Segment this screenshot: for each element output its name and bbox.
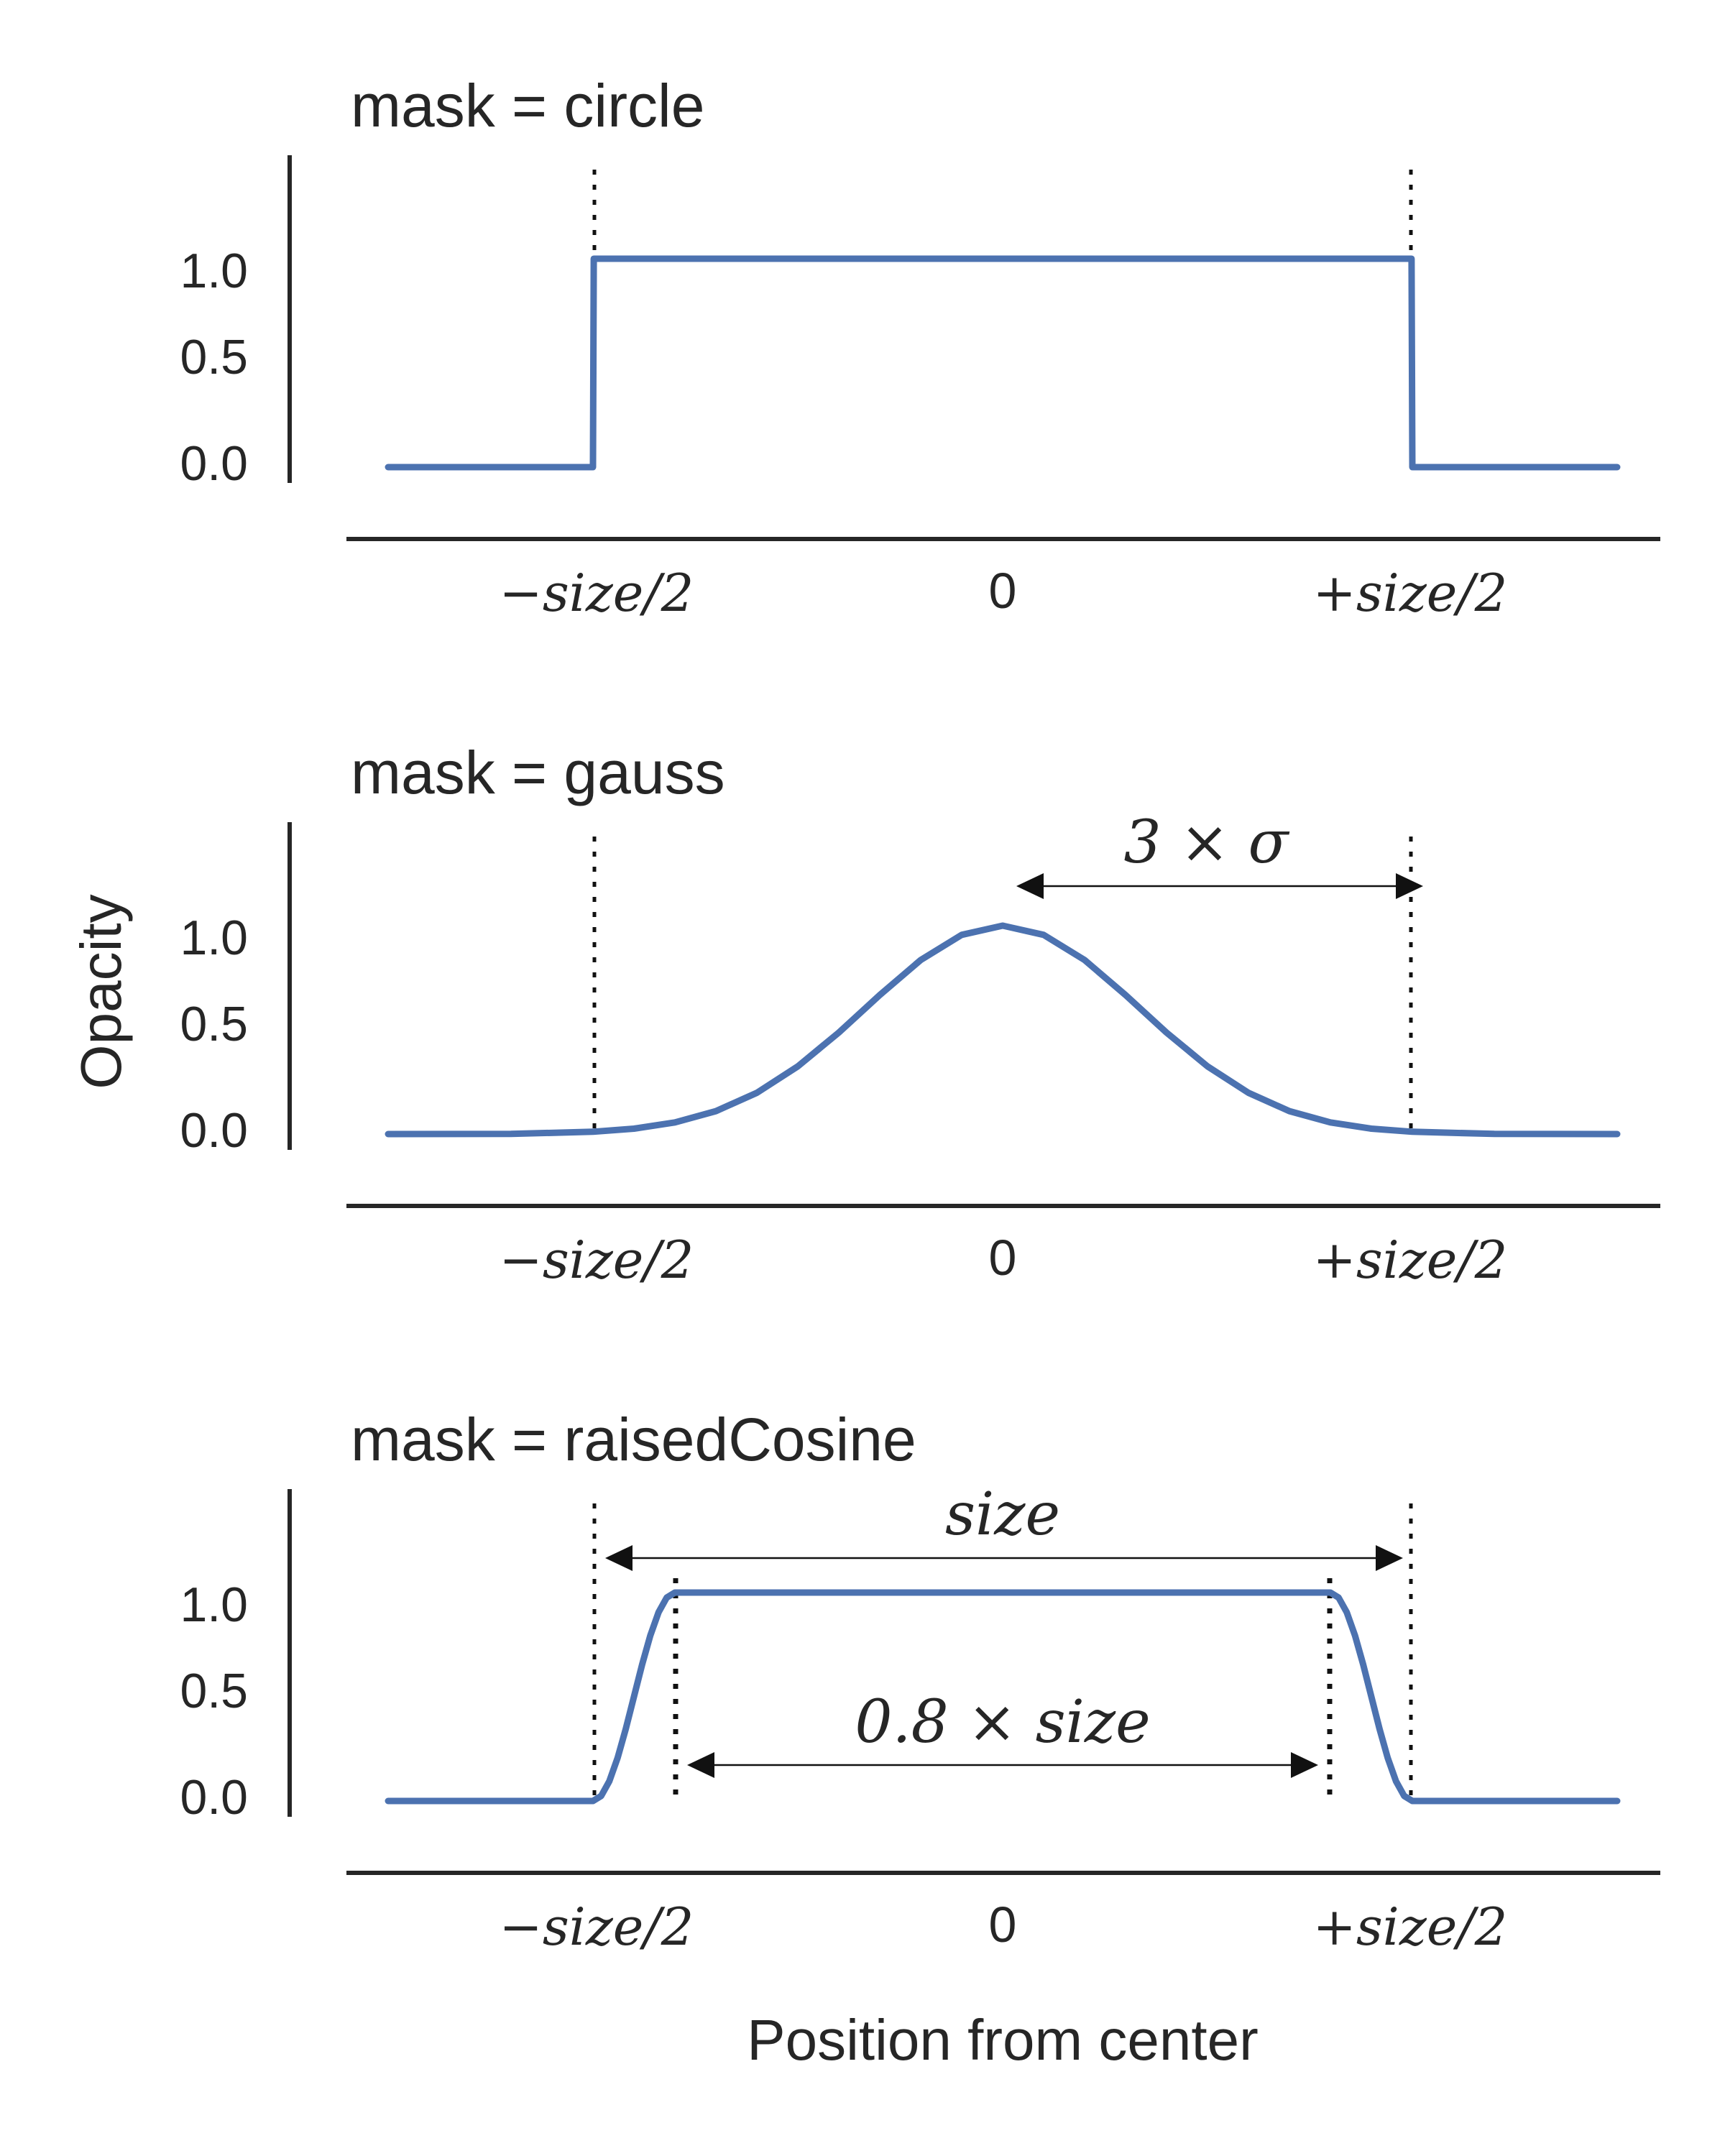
x-axis-title: Position from center: [747, 2008, 1258, 2072]
panel-title: mask = raisedCosine: [351, 1406, 916, 1473]
y-axis-title: Opacity: [69, 894, 133, 1089]
sigma-annotation: 3 × σ: [1016, 808, 1423, 899]
y-tick-label: 0.0: [180, 1770, 248, 1825]
x-tick-label: −size/2: [500, 563, 694, 623]
series-line-raised-cosine: [385, 1589, 1621, 1805]
arrow-head-left: [605, 1545, 632, 1571]
inner-size-annotation: 0.8 × size: [687, 1688, 1318, 1778]
panel-gauss: mask = gauss 1.0 0.5 0.0 Opacity 3 × σ −…: [69, 739, 1660, 1290]
y-tick-label: 1.0: [180, 1577, 248, 1632]
x-tick-label: +size/2: [1313, 1230, 1508, 1290]
series-line-gauss: [385, 922, 1621, 1138]
y-tick-label: 0.5: [180, 330, 248, 384]
y-tick-label: 0.5: [180, 1664, 248, 1718]
x-tick-label: −size/2: [500, 1230, 694, 1290]
y-tick-label: 1.0: [180, 911, 248, 965]
arrow-head-right: [1376, 1545, 1403, 1571]
panel-title: mask = gauss: [351, 739, 725, 806]
inner-size-annotation-label: 0.8 × size: [855, 1688, 1150, 1756]
y-tick-label: 0.0: [180, 1103, 248, 1158]
sigma-annotation-label: 3 × σ: [1124, 808, 1290, 877]
x-tick-label: 0: [989, 563, 1017, 619]
x-tick-label: −size/2: [500, 1897, 694, 1957]
series-line-circle: [385, 255, 1621, 471]
x-tick-label: 0: [989, 1897, 1017, 1953]
arrow-head-left: [1016, 873, 1044, 899]
panel-raised-cosine: mask = raisedCosine 1.0 0.5 0.0 size 0.8…: [180, 1406, 1660, 2072]
y-tick-label: 0.0: [180, 436, 248, 491]
x-tick-label: 0: [989, 1230, 1017, 1286]
panel-title: mask = circle: [351, 72, 704, 139]
x-tick-label: +size/2: [1313, 563, 1508, 623]
size-annotation-label: size: [945, 1480, 1060, 1549]
size-annotation: size: [605, 1480, 1403, 1571]
arrow-head-right: [1291, 1752, 1318, 1778]
panel-circle: mask = circle 1.0 0.5 0.0 −size/2 0 +siz…: [180, 72, 1660, 623]
y-tick-label: 1.0: [180, 244, 248, 298]
x-tick-label: +size/2: [1313, 1897, 1508, 1957]
y-tick-label: 0.5: [180, 997, 248, 1051]
arrow-head-left: [687, 1752, 714, 1778]
arrow-head-right: [1396, 873, 1423, 899]
